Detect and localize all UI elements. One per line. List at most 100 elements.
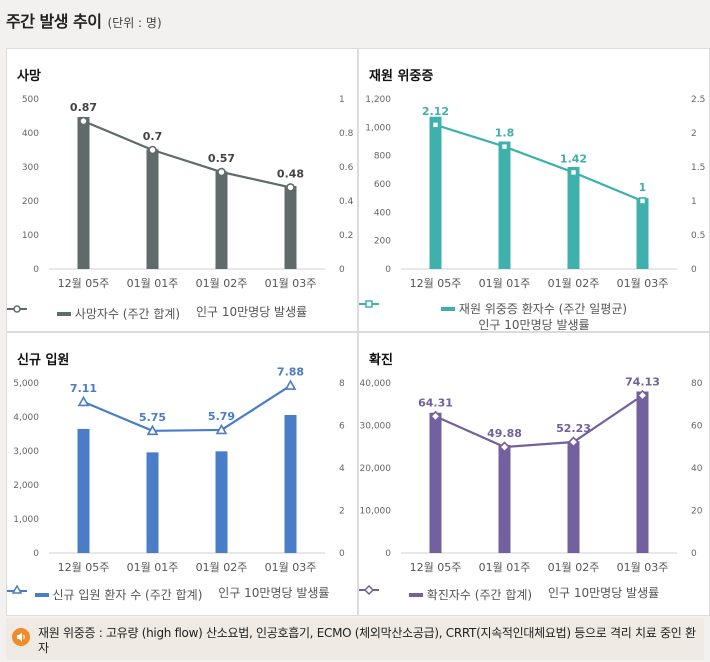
- data-label: 1.8: [495, 127, 515, 140]
- data-label: 49.88: [487, 427, 522, 440]
- bar: [567, 167, 580, 269]
- legend-label: 인구 10만명당 발생률: [478, 318, 590, 332]
- y-tick-label-right: 0.2: [339, 231, 353, 241]
- chart-title: 확진: [369, 353, 393, 368]
- line-point: [638, 197, 647, 205]
- speaker-icon: [12, 628, 30, 646]
- chart-title: 사망: [17, 69, 41, 84]
- y-tick-label-left: 0: [33, 265, 39, 275]
- y-tick-label-left: 0: [385, 549, 391, 559]
- data-label: 52.23: [556, 422, 591, 435]
- chart-panel-deaths: 사망 0 100 200 300 400 500 0 0.2 0.4 0.6 0.8 1 12월 05주…: [6, 48, 358, 332]
- legend-label: 사망자수 (주간 합계): [74, 307, 181, 321]
- y-tick-label-right: 20: [691, 507, 703, 517]
- line-point: [146, 424, 159, 436]
- data-label: 1.42: [560, 152, 587, 165]
- y-tick-label-right: 4: [339, 464, 345, 474]
- chart-svg: 0 10,000 20,000 30,000 40,000 0 20 40 60 80 12월 05…: [360, 375, 703, 574]
- x-tick-label: 01월 03주: [617, 561, 669, 574]
- x-tick-label: 01월 01주: [479, 277, 531, 290]
- chart-legend: 신규 입원 환자 수 (주간 합계) 인구 10만명당 발생률: [7, 585, 357, 603]
- bar: [146, 149, 159, 269]
- y-tick-label-right: 0.6: [339, 163, 354, 173]
- legend-item-bar: 재원 위중증 환자수 (주간 일평균): [440, 301, 628, 317]
- series-line: [83, 120, 291, 189]
- y-tick-label-left: 10,000: [360, 507, 392, 517]
- legend-line-circle-icon: [7, 305, 27, 313]
- footnote: 재원 위중증 : 고유량 (high flow) 산소요법, 인공호흡기, EC…: [6, 618, 704, 660]
- y-tick-label-left: 1,000: [13, 515, 39, 525]
- legend-item-bar: 신규 입원 환자 수 (주간 합계): [34, 587, 202, 603]
- data-label: 64.31: [418, 396, 453, 409]
- data-label: 7.88: [277, 366, 304, 379]
- y-tick-label-left: 500: [22, 95, 39, 105]
- bar: [77, 117, 90, 270]
- y-tick-label-left: 30,000: [360, 422, 392, 432]
- x-tick-label: 01월 03주: [265, 277, 317, 290]
- x-tick-label: 01월 01주: [127, 277, 179, 290]
- data-label: 7.11: [70, 382, 97, 395]
- legend-label: 재원 위중증 환자수 (주간 일평균): [458, 302, 628, 316]
- bar: [146, 452, 159, 553]
- y-tick-label-left: 1,200: [365, 95, 391, 105]
- bar: [498, 141, 511, 269]
- line-point: [498, 441, 511, 453]
- chart-panel-confirmed: 확진 0 10,000 20,000 30,000 40,000 0 20 40 60 80 12월…: [358, 332, 710, 616]
- legend-item-line: 인구 10만명당 발생률: [359, 300, 590, 333]
- data-label: 0.48: [277, 167, 304, 180]
- chart-panel-admissions: 신규 입원 0 1,000 2,000 3,000 4,000 5,000 0 2 4 6 8 12월…: [6, 332, 358, 616]
- legend-line-triangle-icon: [7, 585, 27, 594]
- line-point: [636, 389, 649, 402]
- y-tick-label-left: 0: [33, 549, 39, 559]
- y-tick-label-right: 1: [339, 95, 345, 105]
- line-point: [567, 436, 580, 448]
- chart-legend: 확진자수 (주간 합계) 인구 10만명당 발생률: [359, 585, 709, 603]
- x-tick-label: 01월 02주: [196, 277, 248, 290]
- legend-swatch: [34, 593, 49, 597]
- y-tick-label-left: 300: [22, 163, 39, 173]
- y-tick-label-left: 1,000: [365, 123, 391, 133]
- data-label: 5.75: [139, 411, 166, 424]
- y-tick-label-right: 60: [691, 422, 703, 432]
- data-label: 2.12: [422, 105, 449, 118]
- chart-svg: 0 100 200 300 400 500 0 0.2 0.4 0.6 0.8 1 12월 05주 01월…: [22, 95, 354, 290]
- data-label: 0.57: [208, 152, 235, 165]
- y-tick-label-left: 3,000: [13, 447, 39, 457]
- legend-line-diamond-icon: [359, 585, 379, 595]
- x-tick-label: 01월 01주: [479, 561, 531, 574]
- bar: [567, 441, 580, 553]
- y-tick-label-left: 0: [385, 265, 391, 275]
- line-point: [217, 167, 226, 177]
- data-label: 1: [639, 181, 647, 194]
- data-label: 74.13: [625, 375, 660, 388]
- y-tick-label-left: 5,000: [13, 379, 39, 389]
- chart-svg: 0 1,000 2,000 3,000 4,000 5,000 0 2 4 6 8 12월 05주 01…: [13, 366, 345, 574]
- line-point: [431, 121, 440, 129]
- y-tick-label-left: 4,000: [13, 413, 39, 423]
- y-tick-label-left: 600: [374, 180, 391, 190]
- series-line: [83, 384, 292, 432]
- x-tick-label: 01월 01주: [127, 561, 179, 574]
- bar: [498, 445, 511, 553]
- chart-svg: 0 200 400 600 800 1,000 1,200 0 0.5 1 1.5 2 2.5 12월 0…: [365, 95, 705, 290]
- legend-label: 인구 10만명당 발생률: [547, 586, 660, 600]
- x-tick-label: 01월 02주: [196, 561, 248, 574]
- page-title: 주간 발생 추이: [6, 12, 102, 31]
- legend-item-bar: 사망자수 (주간 합계): [56, 306, 181, 322]
- line-point: [286, 183, 295, 192]
- y-tick-label-left: 200: [374, 237, 391, 247]
- legend-label: 인구 10만명당 발생률: [195, 305, 308, 319]
- y-tick-label-right: 0: [691, 549, 697, 559]
- y-tick-label-right: 2.5: [691, 95, 705, 105]
- line-point: [215, 423, 228, 435]
- y-tick-label-left: 400: [22, 129, 39, 139]
- y-tick-label-right: 0.5: [691, 231, 705, 241]
- legend-item-line: 인구 10만명당 발생률: [7, 304, 308, 320]
- legend-item-bar: 확진자수 (주간 합계): [408, 587, 532, 603]
- line-point: [79, 116, 88, 126]
- line-point: [500, 142, 509, 151]
- x-tick-label: 01월 02주: [548, 277, 600, 290]
- unit-label: (단위 : 명): [107, 16, 162, 30]
- chart-panel-severe: 재원 위중증 0 200 400 600 800 1,000 1,200 0 0.5 1 1.5 2 2…: [358, 48, 710, 332]
- bar: [284, 186, 297, 269]
